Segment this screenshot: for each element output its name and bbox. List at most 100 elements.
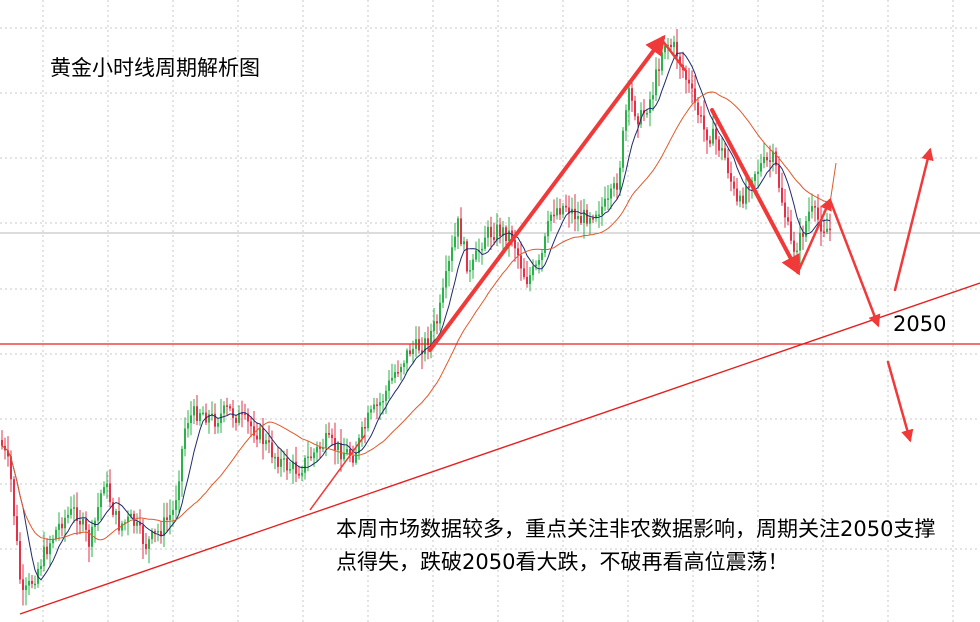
candle-body [718,139,720,151]
candle-body [259,428,261,440]
candle-body [349,449,351,456]
candle-body [79,520,81,525]
candle [16,504,18,546]
candle-body [199,413,201,421]
rising-trendline [19,282,980,615]
candle [613,176,615,197]
candle [283,450,285,473]
candle-body [580,215,582,223]
candle-body [724,148,726,158]
candle [217,418,219,434]
candle-body [649,99,651,113]
candle-body [433,321,435,331]
chart-title: 黄金小时线周期解析图 [50,56,260,80]
candle [385,385,387,414]
candle [154,528,156,543]
candle [400,363,402,381]
candle-body [406,350,408,364]
candle-body [538,260,540,265]
candle [772,143,774,172]
candle [34,575,36,590]
candle [79,509,81,535]
candle-body [430,330,432,346]
candle [727,148,729,179]
candle [301,465,303,481]
candle [85,511,87,542]
candle [427,326,429,360]
candle-body [157,531,159,533]
candle-body [127,516,129,523]
candle-body [346,449,348,453]
candle [229,403,231,412]
candle [556,197,558,220]
candle [538,254,540,274]
candle-body [289,469,291,471]
candle-body [799,232,801,251]
candle [655,57,657,102]
candle-body [823,231,825,234]
candle-body [748,186,750,188]
candle [346,438,348,456]
candle-body [226,405,228,407]
candle-body [568,207,570,214]
candle-body [697,102,699,116]
candle [619,160,621,196]
candle [124,519,126,531]
candle-body [469,270,471,272]
candle-body [427,338,429,346]
candle-body [283,458,285,460]
candle-body [535,264,537,267]
candle-body [268,440,270,443]
candle [238,405,240,426]
candle [328,422,330,439]
candle [463,236,465,251]
candle [643,99,645,122]
candle [457,216,459,250]
candle-body [553,214,555,217]
candle-body [286,458,288,471]
candle [52,534,54,549]
candle-body [70,508,72,515]
candle [454,222,456,251]
candle [91,519,93,557]
candle-body [46,546,48,555]
candle-body [793,240,795,252]
projection-arrow [710,108,800,276]
candle [337,440,339,464]
candle-body [232,408,234,418]
candle [529,266,531,292]
candle [214,403,216,435]
candle [172,500,174,527]
candle [784,188,786,228]
candle [73,494,75,523]
candle-body [610,188,612,199]
candle-body [622,130,624,168]
candle [697,96,699,124]
candle-body [367,412,369,429]
candle [274,453,276,470]
candle [121,520,123,537]
candle-body [421,350,423,355]
candle-body [265,440,267,445]
candle [802,225,804,250]
candle-body [439,302,441,324]
candle [277,446,279,474]
candle-body [379,402,381,406]
candle [139,509,141,534]
candle [565,194,567,213]
candle-body [253,426,255,436]
candle [460,207,462,247]
candle-body [772,151,774,162]
candlestick-series [1,29,831,606]
candle [520,241,522,281]
candle [637,113,639,138]
candle-body [445,271,447,288]
candle-body [241,412,243,415]
candle-body [1,440,3,446]
candle-body [19,541,21,580]
candle-body [631,88,633,101]
candle [631,80,633,112]
candle [700,106,702,124]
candle-body [109,483,111,503]
candle-body [358,437,360,454]
